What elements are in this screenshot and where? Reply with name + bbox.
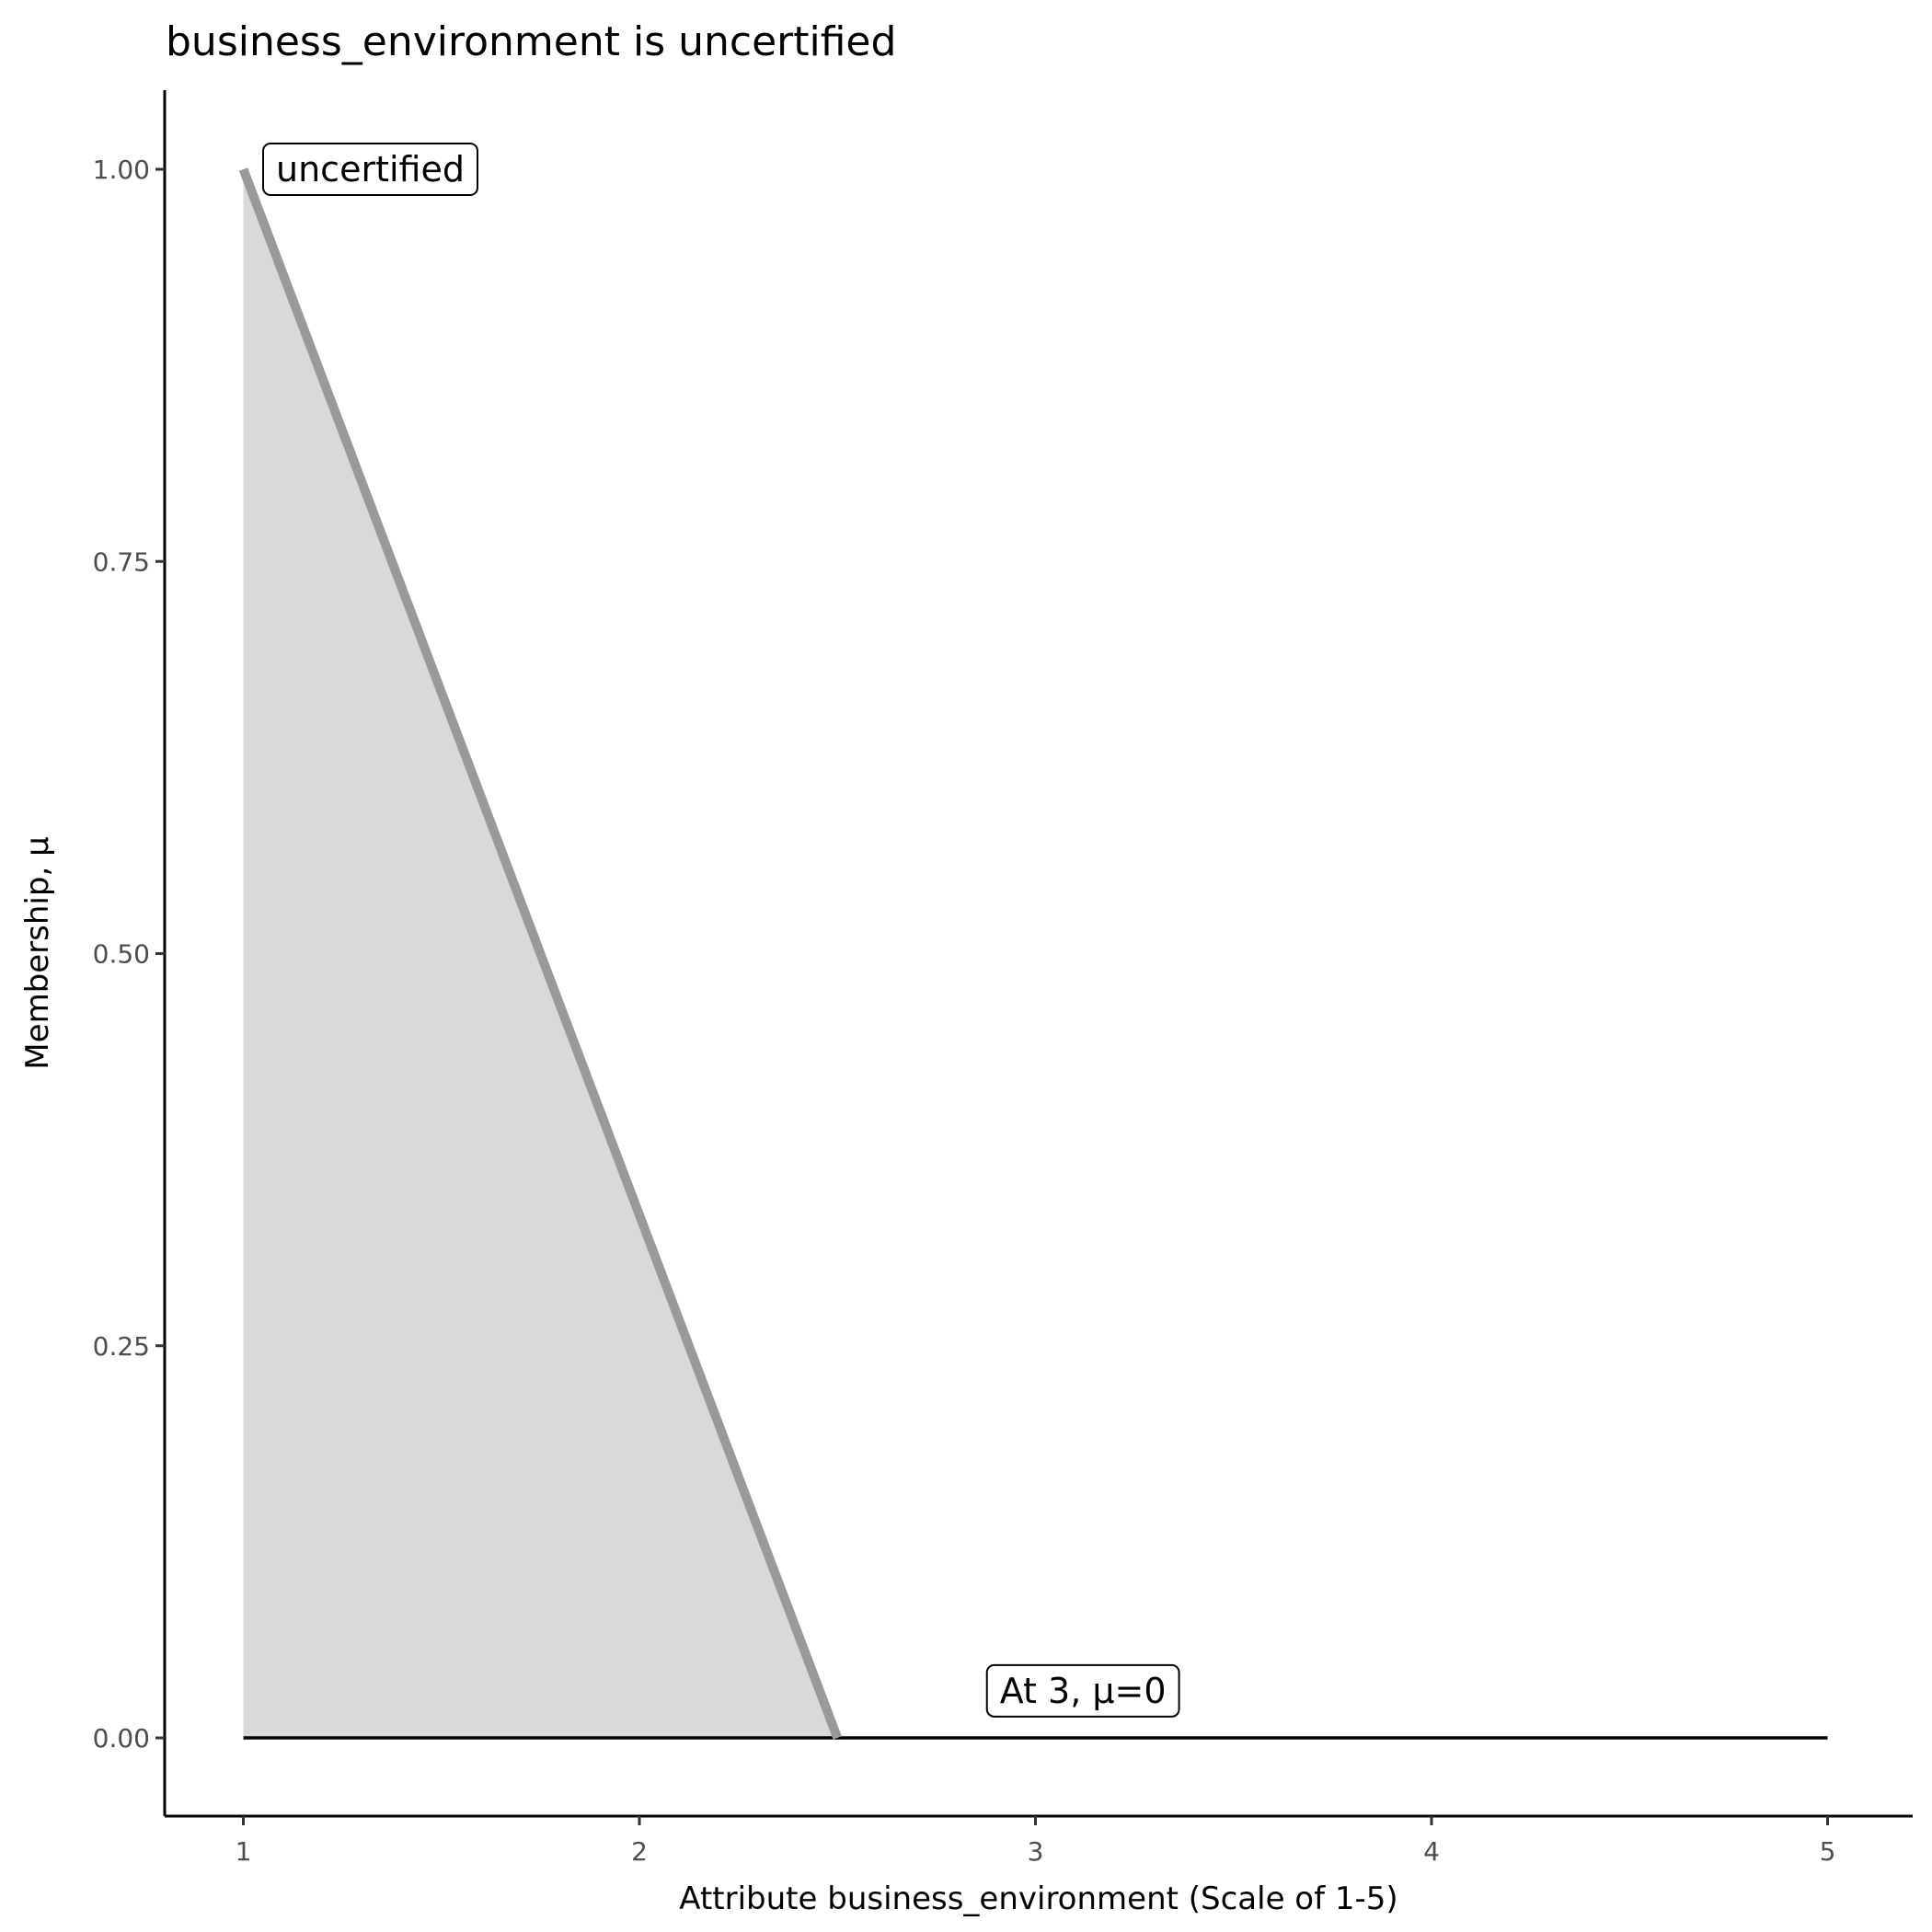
- annotation-text: uncertified: [276, 149, 465, 190]
- annotation-label: At 3, μ=0: [985, 1663, 1180, 1718]
- membership-line: [238, 167, 842, 1740]
- y-tick-label: 0.00: [93, 1723, 150, 1754]
- y-axis-title: Membership, μ: [19, 836, 56, 1069]
- x-tick-label: 1: [236, 1836, 252, 1867]
- x-tick-label: 2: [631, 1836, 648, 1867]
- x-axis-title: Attribute business_environment (Scale of…: [679, 1880, 1397, 1917]
- annotation-text: At 3, μ=0: [1000, 1671, 1167, 1711]
- x-tick-label: 4: [1423, 1836, 1440, 1867]
- x-tick-label: 5: [1820, 1836, 1836, 1867]
- plot-area: 1 2 3 4 5 0.00 0.25 0.50 0.75 1.00 uncertified At 3…: [93, 90, 1913, 1867]
- y-tick-label: 0.75: [93, 546, 150, 577]
- chart-title: business_environment is uncertified: [166, 18, 896, 65]
- annotation-box: [985, 1663, 1180, 1718]
- y-tick-label: 0.50: [93, 939, 150, 970]
- annotation-label: uncertified: [262, 143, 478, 196]
- x-tick-label: 3: [1028, 1836, 1044, 1867]
- annotation-box: [262, 143, 478, 196]
- y-tick-label: 0.25: [93, 1331, 150, 1362]
- y-tick-label: 1.00: [93, 155, 150, 185]
